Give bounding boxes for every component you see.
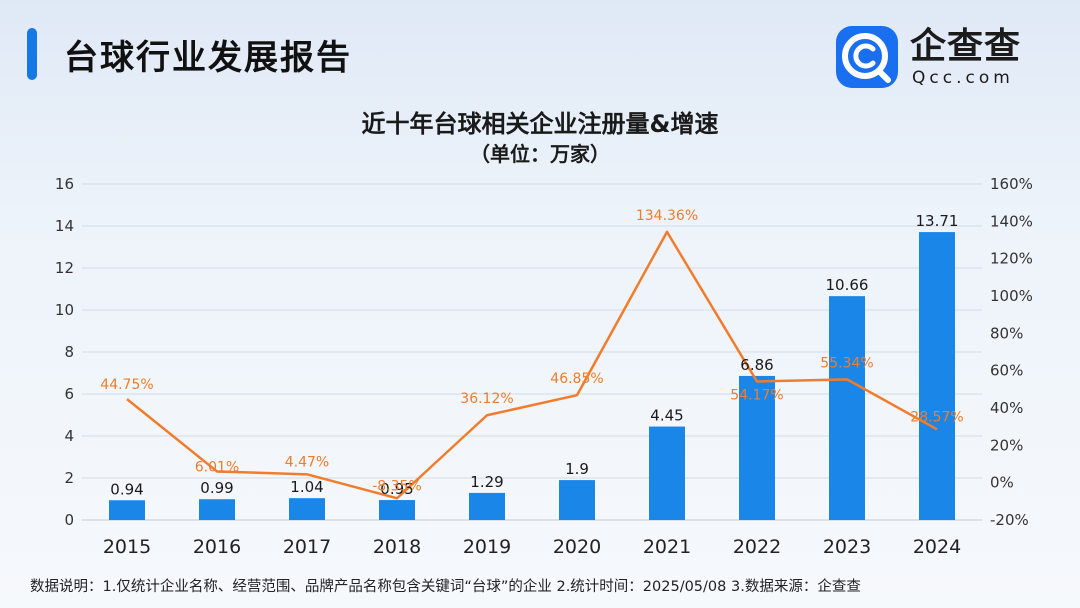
bar bbox=[469, 492, 505, 520]
line-value-label: 134.36% bbox=[636, 208, 698, 224]
y-left-tick-label: 6 bbox=[64, 385, 74, 403]
line-value-label: 28.57% bbox=[910, 409, 963, 425]
line-value-label: 46.85% bbox=[550, 371, 603, 387]
x-tick-label: 2018 bbox=[373, 536, 421, 558]
line-value-label: 36.12% bbox=[460, 391, 513, 407]
bar bbox=[649, 426, 685, 520]
y-left-tick-label: 14 bbox=[55, 217, 74, 235]
magnifier-c-icon bbox=[842, 33, 891, 83]
title-accent-bar bbox=[27, 28, 37, 80]
line-value-label: 44.75% bbox=[100, 377, 153, 393]
y-right-tick-label: 0% bbox=[990, 474, 1014, 492]
bar-value-label: 13.71 bbox=[916, 212, 959, 230]
y-right-tick-label: 100% bbox=[990, 287, 1033, 305]
x-tick-label: 2021 bbox=[643, 536, 691, 558]
y-right-tick-label: 160% bbox=[990, 175, 1033, 193]
x-tick-label: 2015 bbox=[103, 536, 151, 558]
bar-value-label: 1.29 bbox=[470, 473, 503, 491]
bar-value-label: 4.45 bbox=[650, 407, 683, 425]
logo-name: 企查查 bbox=[910, 26, 1022, 67]
line-value-label: 4.47% bbox=[285, 454, 329, 470]
x-tick-label: 2017 bbox=[283, 536, 331, 558]
y-left-tick-label: 10 bbox=[55, 301, 74, 319]
x-tick-label: 2022 bbox=[733, 536, 781, 558]
growth-line bbox=[126, 230, 938, 500]
y-left-tick-label: 16 bbox=[55, 175, 74, 193]
y-left-tick-label: 2 bbox=[64, 469, 74, 487]
y-left-tick-label: 8 bbox=[64, 343, 74, 361]
report-title: 台球行业发展报告 bbox=[64, 38, 352, 78]
chart-title: 近十年台球相关企业注册量&增速 bbox=[361, 110, 719, 138]
y-right-tick-label: 80% bbox=[990, 324, 1023, 342]
bar-value-label: 10.66 bbox=[826, 276, 869, 294]
y-left-tick-label: 0 bbox=[64, 511, 74, 529]
y-right-tick-label: 20% bbox=[990, 436, 1023, 454]
y-right-tick-label: -20% bbox=[990, 511, 1029, 529]
bar bbox=[199, 499, 235, 520]
bar bbox=[739, 375, 775, 520]
x-tick-label: 2023 bbox=[823, 536, 871, 558]
bar bbox=[919, 232, 955, 520]
line-value-label: 54.17% bbox=[730, 388, 783, 404]
bar bbox=[109, 500, 145, 520]
line-value-label: 6.01% bbox=[195, 459, 239, 475]
bar bbox=[559, 480, 595, 520]
y-right-tick-label: 120% bbox=[990, 250, 1033, 268]
logo-domain: Qcc.com bbox=[912, 68, 1014, 88]
x-tick-label: 2024 bbox=[913, 536, 961, 558]
bar-value-label: 0.94 bbox=[110, 480, 143, 498]
y-right-tick-label: 140% bbox=[990, 212, 1033, 230]
bar-value-label: 0.95 bbox=[380, 480, 413, 498]
y-left-tick-label: 4 bbox=[64, 427, 74, 445]
line-value-label: 55.34% bbox=[820, 355, 873, 371]
qcc-logo: 企查查 Qcc.com bbox=[836, 24, 1046, 90]
bar bbox=[829, 296, 865, 520]
x-tick-label: 2016 bbox=[193, 536, 241, 558]
footnote: 数据说明：1.仅统计企业名称、经营范围、品牌产品名称包含关键词“台球”的企业 2… bbox=[30, 579, 861, 595]
chart-subtitle: （单位：万家） bbox=[470, 142, 610, 166]
x-tick-label: 2020 bbox=[553, 536, 601, 558]
bar-value-label: 0.99 bbox=[200, 479, 233, 497]
bar-value-label: 6.86 bbox=[740, 356, 773, 374]
bar-value-label: 1.9 bbox=[565, 460, 589, 478]
bar bbox=[289, 498, 325, 520]
y-right-tick-label: 40% bbox=[990, 399, 1023, 417]
line-value-label: -8.35% bbox=[372, 478, 422, 494]
bar-value-label: 1.04 bbox=[290, 478, 323, 496]
x-tick-label: 2019 bbox=[463, 536, 511, 558]
qcc-logo-mark bbox=[836, 26, 898, 88]
y-right-tick-label: 60% bbox=[990, 362, 1023, 380]
bar bbox=[379, 500, 415, 520]
y-left-tick-label: 12 bbox=[55, 259, 74, 277]
